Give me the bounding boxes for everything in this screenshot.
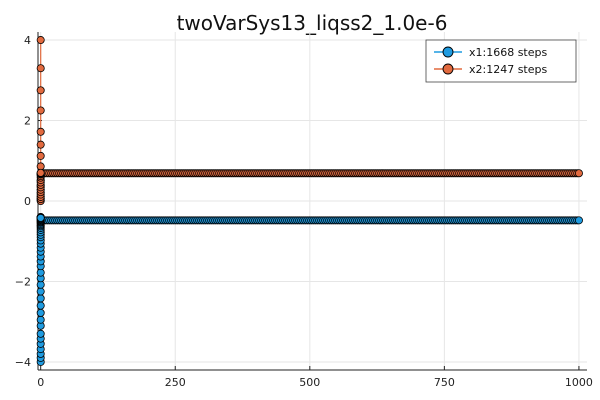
legend-marker xyxy=(442,63,454,75)
end-point xyxy=(574,216,583,225)
data-point xyxy=(36,329,45,338)
data-point xyxy=(36,140,45,149)
series-1 xyxy=(36,213,583,366)
legend-label: x1:1668 steps xyxy=(469,46,547,59)
data-point xyxy=(36,168,45,177)
data-point xyxy=(36,127,45,136)
legend-box xyxy=(425,39,577,83)
y-tick-label: −2 xyxy=(15,275,31,288)
data-point xyxy=(36,64,45,73)
y-tick-label: 2 xyxy=(24,115,31,128)
chart-title: twoVarSys13_liqss2_1.0e-6 xyxy=(177,11,448,35)
x-tick-label: 1000 xyxy=(565,376,593,389)
legend-marker xyxy=(442,46,454,58)
end-point xyxy=(574,169,583,178)
legend: x1:1668 steps x2:1247 steps xyxy=(425,39,577,83)
y-tick-label: 0 xyxy=(24,195,31,208)
x-tick-label: 750 xyxy=(434,376,455,389)
series-layer xyxy=(36,36,583,366)
data-point xyxy=(36,315,45,324)
y-tick-label: 4 xyxy=(24,34,31,47)
data-point xyxy=(36,301,45,310)
series-2 xyxy=(36,36,583,205)
x-tick-label: 500 xyxy=(299,376,320,389)
data-point xyxy=(36,308,45,317)
legend-label: x2:1247 steps xyxy=(469,63,547,76)
x-tick-label: 0 xyxy=(37,376,44,389)
x-tick-label: 250 xyxy=(165,376,186,389)
data-point xyxy=(36,294,45,303)
data-point xyxy=(36,36,45,45)
data-point xyxy=(36,86,45,95)
data-point xyxy=(36,213,45,222)
data-point xyxy=(36,106,45,115)
y-tick-label: −4 xyxy=(15,356,31,369)
data-point xyxy=(36,287,45,296)
data-point xyxy=(36,151,45,160)
